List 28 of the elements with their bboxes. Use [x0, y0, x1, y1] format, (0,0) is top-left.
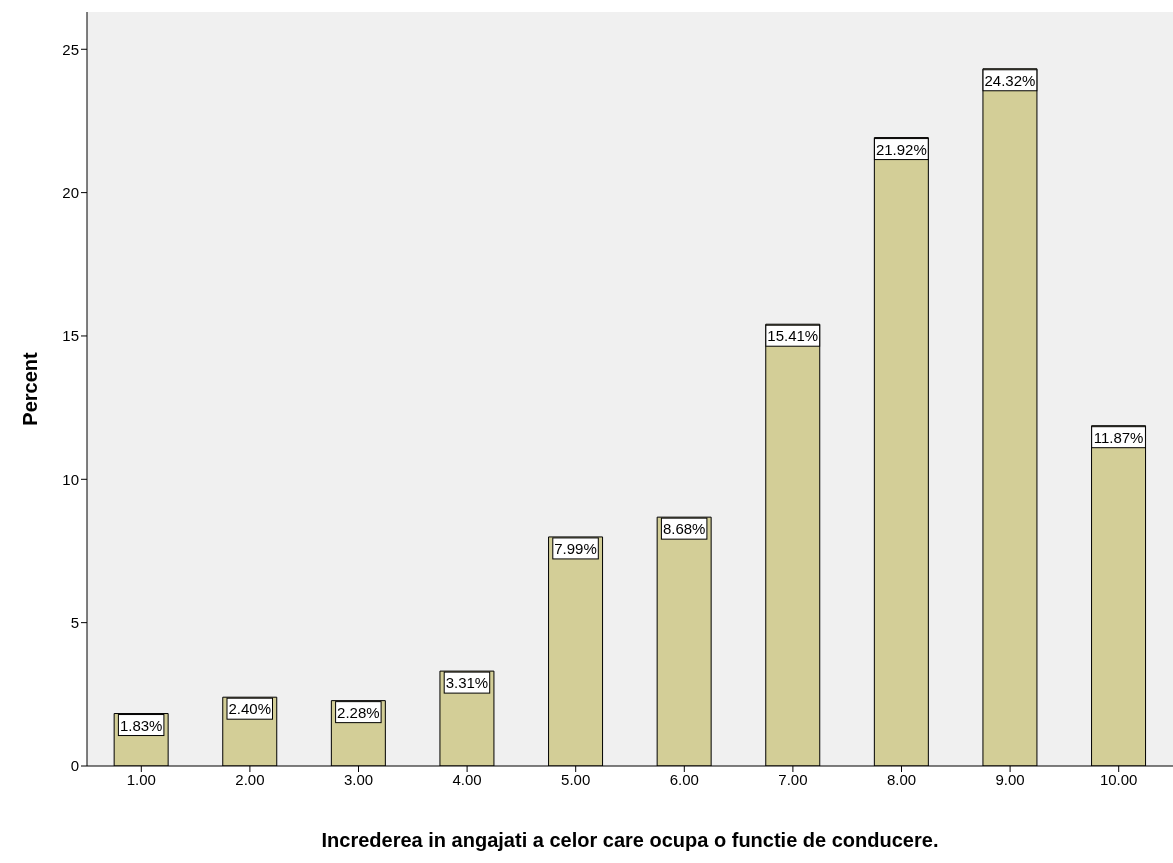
- data-label: 8.68%: [662, 520, 706, 538]
- data-label: 3.31%: [445, 674, 489, 692]
- x-tick-label: 6.00: [669, 770, 699, 788]
- data-label: 21.92%: [875, 140, 927, 158]
- x-tick-label: 4.00: [452, 770, 482, 788]
- data-label: 1.83%: [119, 716, 163, 734]
- x-tick-label: 10.00: [1099, 770, 1138, 788]
- data-label: 2.40%: [228, 700, 272, 718]
- data-label: 7.99%: [554, 539, 597, 557]
- y-tick-label: 10: [62, 470, 79, 488]
- y-tick-label: 0: [70, 757, 79, 775]
- x-tick-label: 1.00: [126, 770, 156, 788]
- x-tick-label: 5.00: [561, 770, 591, 788]
- x-axis-title: Increderea in angajati a celor care ocupa o functie de conducere.: [321, 829, 939, 851]
- x-tick-label: 9.00: [995, 770, 1025, 788]
- data-label: 24.32%: [984, 71, 1036, 89]
- data-label: 11.87%: [1093, 428, 1144, 446]
- data-label: 2.28%: [337, 703, 380, 721]
- y-tick-label: 5: [70, 613, 79, 631]
- y-tick-label: 25: [62, 40, 79, 58]
- y-tick-label: 20: [62, 183, 79, 201]
- x-tick-label: 7.00: [778, 770, 808, 788]
- y-axis-title: Percent: [19, 351, 42, 426]
- x-tick-label: 8.00: [886, 770, 917, 788]
- x-tick-label: 2.00: [235, 770, 265, 788]
- y-tick-label: 15: [62, 327, 79, 345]
- data-label: 15.41%: [767, 327, 819, 345]
- x-tick-label: 3.00: [343, 770, 374, 788]
